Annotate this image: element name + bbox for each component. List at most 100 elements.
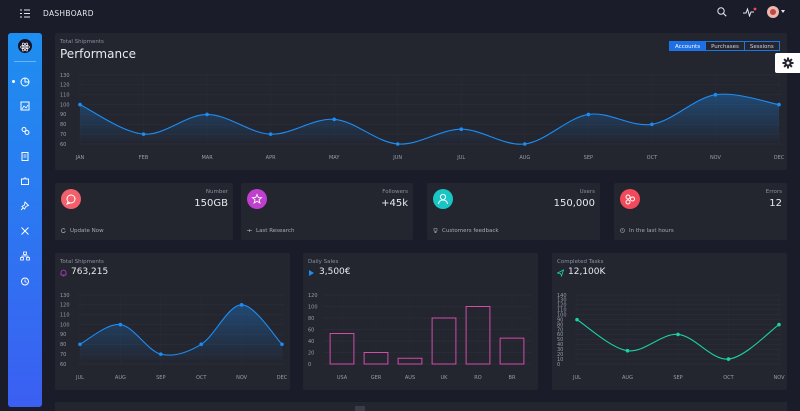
stat-footer-label: Update Now	[70, 228, 104, 234]
stat-footer-label: Customers feedback	[442, 228, 499, 234]
sales-card: Daily Sales 3,500€ 0 20 40 60 80 100 120 USA GER…	[303, 253, 538, 390]
tab-accounts[interactable]: Accounts	[669, 41, 707, 51]
x-tick-label: MAY	[329, 155, 340, 161]
bar	[397, 357, 423, 365]
org-chart-icon[interactable]	[20, 251, 30, 261]
tasks-card: Completed Tasks 12,100K 0 10 20 30 40 50 60 70 8…	[552, 253, 787, 390]
y-tick-label: 80	[308, 316, 314, 322]
x-tick-label: JUL	[456, 155, 465, 161]
data-point	[199, 342, 203, 347]
sidebar	[8, 33, 42, 407]
avatar[interactable]	[767, 6, 779, 18]
data-point	[777, 322, 781, 327]
x-tick-label: JAN	[75, 155, 85, 161]
y-tick-label: 110	[557, 308, 567, 314]
y-tick-label: 80	[557, 322, 563, 328]
data-point	[650, 122, 654, 127]
search-icon[interactable]	[717, 7, 727, 17]
y-tick-label: 70	[60, 132, 66, 138]
y-tick-label: 10	[557, 357, 563, 363]
chevron-down-icon[interactable]	[781, 10, 785, 13]
stat-value: 12	[769, 198, 782, 209]
y-tick-label: 20	[557, 352, 563, 358]
performance-title: Performance	[60, 47, 137, 61]
clock-icon[interactable]	[20, 276, 30, 286]
top-bar: DASHBOARD	[0, 0, 800, 28]
clock-icon	[620, 228, 625, 233]
settings-button[interactable]	[775, 53, 800, 73]
data-point	[205, 112, 209, 117]
y-tick-label: 90	[557, 317, 563, 323]
clipboard-icon[interactable]	[20, 151, 30, 161]
menu-icon[interactable]	[20, 9, 30, 18]
image-icon[interactable]	[20, 101, 30, 111]
pin-icon[interactable]	[20, 201, 30, 211]
x-tick-label: OCT	[196, 375, 207, 381]
y-tick-label: 120	[60, 83, 70, 89]
y-tick-label: 60	[60, 142, 66, 148]
delivery-icon	[309, 270, 314, 276]
atom-icon	[20, 42, 30, 52]
stat-footer-label: Last Research	[256, 228, 295, 234]
stat-footer[interactable]: Customers feedback	[433, 228, 499, 234]
performance-card: Total Shipments Performance 60 70 80 90 100 1…	[55, 33, 787, 170]
x-tick-label: USA	[337, 375, 348, 381]
series-line	[79, 93, 780, 145]
stat-footer[interactable]: Last Research	[247, 228, 294, 234]
x-tick-label: OCT	[647, 155, 658, 161]
logo[interactable]	[18, 39, 32, 53]
x-tick-label: MAR	[201, 155, 213, 161]
data-point	[141, 132, 146, 136]
sidebar-divider	[14, 61, 36, 62]
bar	[465, 306, 491, 365]
series-line	[79, 304, 283, 356]
x-tick-label: JUL	[75, 375, 84, 381]
data-point	[713, 92, 718, 97]
y-tick-label: 100	[60, 102, 70, 108]
stat-card-errors: Errors 12 In the last hours	[614, 183, 787, 240]
stat-card-followers: Followers +45k Last Research	[241, 183, 413, 240]
chat-icon	[61, 189, 81, 209]
activity-icon[interactable]	[743, 7, 757, 17]
y-tick-label: 120	[308, 293, 318, 299]
stat-footer[interactable]: Update Now	[61, 228, 104, 234]
users-icon[interactable]	[20, 126, 30, 136]
data-point	[239, 303, 244, 307]
tab-purchases[interactable]: Purchases	[705, 41, 745, 51]
stat-label: Errors	[765, 189, 782, 195]
scrollbar[interactable]	[355, 406, 365, 411]
performance-chart: 60 70 80 90 100 110 120 130 JAN FEB MAR APR MAY JUN JU…	[60, 73, 785, 161]
stat-value: +45k	[381, 198, 408, 209]
card-value: 3,500€	[319, 267, 351, 277]
x-tick-label: SEP	[584, 155, 593, 161]
puzzle-icon[interactable]	[20, 176, 30, 186]
data-point	[575, 317, 579, 322]
pie-chart-icon[interactable]	[20, 77, 30, 87]
x-tick-label: NOV	[236, 375, 248, 381]
data-point	[586, 112, 591, 117]
data-point	[268, 132, 273, 136]
y-tick-label: 40	[308, 339, 314, 345]
y-tick-label: 100	[557, 313, 567, 319]
y-tick-label: 70	[60, 352, 66, 358]
x-tick-label: JUN	[392, 155, 402, 161]
card-subtitle: Total Shipments	[60, 259, 104, 265]
y-tick-label: 120	[60, 303, 70, 309]
star-icon	[247, 189, 267, 209]
y-tick-label: 130	[60, 73, 70, 79]
y-tick-label: 40	[557, 342, 563, 348]
y-tick-label: 100	[308, 304, 318, 310]
y-tick-label: 130	[60, 293, 70, 299]
x-tick-label: OCT	[723, 375, 734, 381]
refresh-icon	[61, 228, 66, 233]
stat-footer[interactable]: In the last hours	[620, 228, 674, 234]
data-point	[78, 342, 82, 347]
x-tick-label: RO	[474, 375, 481, 381]
y-tick-label: 0	[308, 362, 311, 368]
bell-icon	[60, 269, 67, 277]
performance-tabs: Accounts Purchases Sessions	[669, 41, 780, 51]
tools-icon[interactable]	[20, 226, 30, 236]
tab-sessions[interactable]: Sessions	[743, 41, 780, 51]
x-tick-label: NOV	[710, 155, 722, 161]
